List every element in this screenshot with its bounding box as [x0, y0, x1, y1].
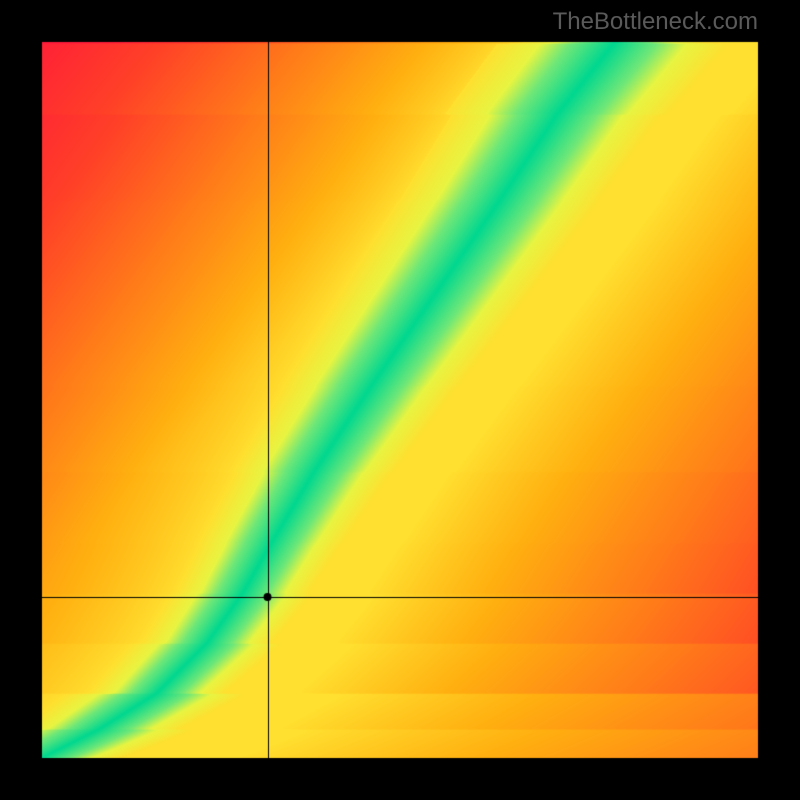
bottleneck-heatmap [0, 0, 800, 800]
chart-container: TheBottleneck.com [0, 0, 800, 800]
watermark-text: TheBottleneck.com [553, 8, 758, 36]
